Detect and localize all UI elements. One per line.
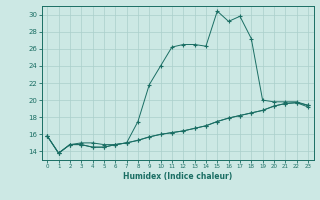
X-axis label: Humidex (Indice chaleur): Humidex (Indice chaleur) [123, 172, 232, 181]
